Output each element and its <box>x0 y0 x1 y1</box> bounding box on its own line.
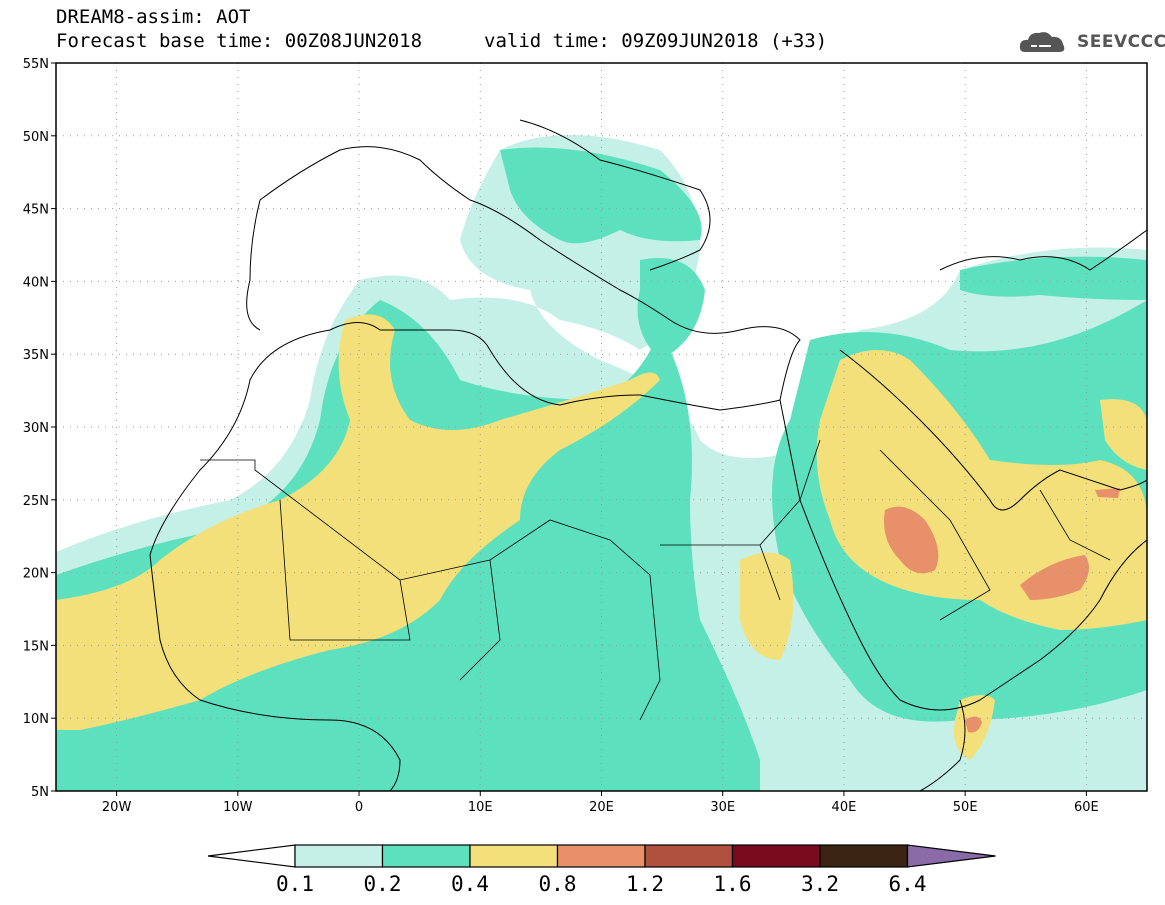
lon-tick-label: 10W <box>223 800 253 815</box>
colorbar-low-arrow <box>207 844 296 868</box>
colorbar-segment <box>294 844 384 868</box>
colorbar-segment <box>381 844 471 868</box>
colorbar-label: 1.2 <box>626 872 664 896</box>
lon-tick-label: 40E <box>832 800 857 815</box>
latitude-ticks: 55N 50N 45N 40N 35N 30N 25N 20N 15N 10N 5N <box>23 57 56 800</box>
cloud-logo-icon <box>1019 32 1065 52</box>
colorbar-label: 0.4 <box>451 872 489 896</box>
lon-tick-label: 10E <box>468 800 493 815</box>
coastlines <box>149 119 1147 791</box>
lat-tick-label: 35N <box>23 348 49 363</box>
lon-tick-label: 20W <box>102 800 132 815</box>
lon-tick-label: 50E <box>953 800 978 815</box>
lat-tick-label: 15N <box>23 639 49 654</box>
map-title: DREAM8-assim: AOT <box>56 6 251 28</box>
lat-tick-label: 10N <box>23 712 49 727</box>
aot-colorbar <box>207 844 996 868</box>
colorbar-label: 1.6 <box>714 872 752 896</box>
lat-tick-label: 50N <box>23 130 49 145</box>
forecast-base-time: Forecast base time: 00Z08JUN2018 <box>56 30 423 52</box>
longitude-ticks: 20W 10W 0 10E 20E 30E 40E 50E 60E <box>102 791 1099 815</box>
valid-time: valid time: 09Z09JUN2018 (+33) <box>484 30 828 52</box>
map-grid <box>56 63 1147 791</box>
colorbar-label: 6.4 <box>889 872 927 896</box>
lat-tick-label: 45N <box>23 203 49 218</box>
colorbar-segment <box>819 844 909 868</box>
lat-tick-label: 30N <box>23 421 49 436</box>
colorbar-label: 0.2 <box>364 872 402 896</box>
colorbar-segment <box>731 844 821 868</box>
colorbar-label: 0.8 <box>539 872 577 896</box>
lat-tick-label: 40N <box>23 275 49 290</box>
colorbar-label: 3.2 <box>801 872 839 896</box>
colorbar-segment <box>469 844 559 868</box>
lat-tick-label: 55N <box>23 57 49 72</box>
lon-tick-label: 20E <box>589 800 614 815</box>
colorbar-labels: 0.1 0.2 0.4 0.8 1.2 1.6 3.2 6.4 <box>276 872 926 896</box>
colorbar-high-arrow <box>906 844 996 868</box>
colorbar-segment <box>556 844 646 868</box>
lon-tick-label: 60E <box>1074 800 1099 815</box>
lat-tick-label: 5N <box>31 785 49 800</box>
logo-text: SEEVCCC <box>1077 32 1165 52</box>
lat-tick-label: 20N <box>23 567 49 582</box>
colorbar-label: 0.1 <box>276 872 314 896</box>
lon-tick-label: 30E <box>710 800 735 815</box>
country-borders <box>200 439 1111 721</box>
colorbar-segment <box>644 844 734 868</box>
lat-tick-label: 25N <box>23 494 49 509</box>
lon-tick-label: 0 <box>355 800 363 815</box>
